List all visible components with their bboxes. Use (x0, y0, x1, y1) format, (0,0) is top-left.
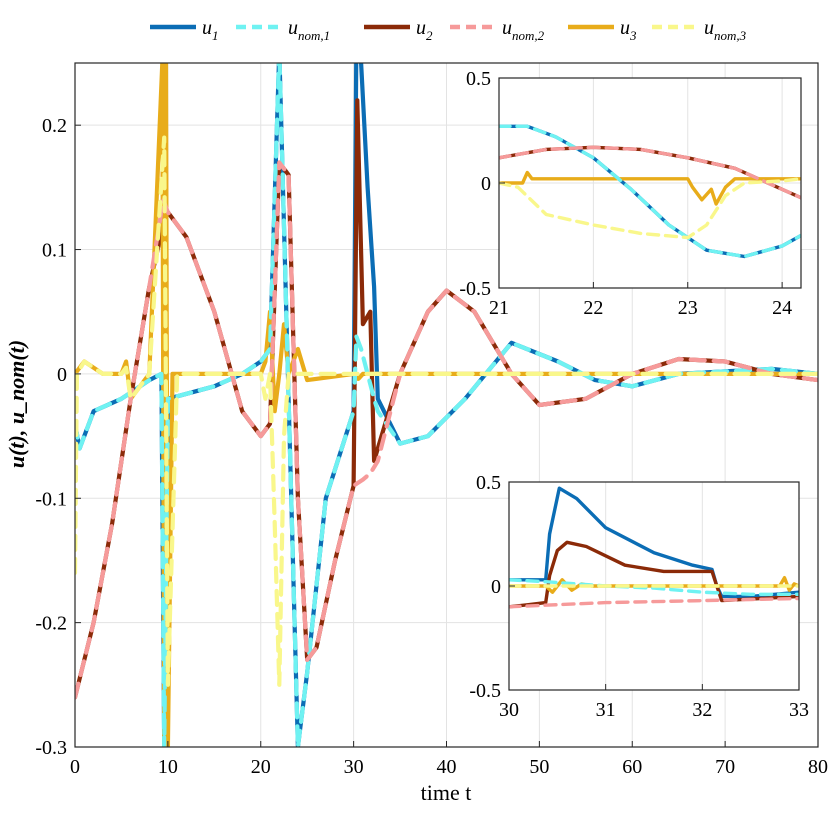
inset-bottom-ytick-label: -0.5 (469, 680, 501, 702)
main-xtick-label: 10 (158, 756, 178, 778)
legend-item-u3: u3 (568, 17, 637, 43)
legend-label-u1: u1 (202, 17, 219, 43)
main-series-unom2 (75, 160, 818, 700)
main-series (75, 63, 818, 747)
inset-bottom-series (509, 486, 799, 609)
inset-plot-bottom: 30 31 32 33 -0.5 0 0.5 (469, 472, 809, 721)
inset-top-ytick-label: 0.5 (466, 68, 491, 90)
main-xtick-label: 80 (808, 756, 828, 778)
main-ytick-label: 0.2 (42, 115, 67, 137)
main-xtick-label: 30 (344, 756, 364, 778)
legend-label-main: u (416, 17, 426, 39)
legend-label-u3: u3 (620, 17, 637, 43)
legend-item-unom1: unom,1 (236, 17, 330, 43)
main-ticks: 0 10 20 30 40 50 60 70 80 -0.3 -0.2 -0.1 0 0.1 0.2 (35, 115, 828, 778)
inset-top-series-unom3 (499, 177, 801, 240)
main-xtick-label: 60 (622, 756, 642, 778)
legend-label-u2: u2 (416, 17, 433, 43)
inset-top-ytick-label: 0 (481, 173, 491, 195)
y-axis-label: u(t), u_nom(t) (4, 340, 29, 468)
legend-label-main: u (620, 17, 630, 39)
inset-top-series-unom1 (499, 124, 801, 259)
inset-bottom-series-unom1 (509, 578, 799, 596)
legend-label-unom1: unom,1 (288, 17, 330, 43)
main-ytick-label: 0 (57, 364, 67, 386)
inset-top-series-u3 (499, 170, 801, 206)
inset-top-ticks: 21 22 23 24 -0.5 0 0.5 (459, 68, 792, 319)
main-series-unom3 (75, 135, 818, 687)
inset-top-xtick-label: 21 (489, 297, 509, 319)
inset-top-series (499, 124, 801, 259)
legend-label-main: u (704, 17, 714, 39)
main-xtick-label: 20 (251, 756, 271, 778)
main-ytick-label: -0.1 (35, 488, 67, 510)
legend-label-unom2: unom,2 (502, 17, 545, 43)
x-axis-label-text: time t (421, 780, 472, 805)
y-axis-label-text: u(t), u_nom(t) (4, 340, 29, 468)
inset-plot-top: 21 22 23 24 -0.5 0 0.5 (459, 68, 802, 319)
legend-label-subscript: nom,3 (714, 28, 747, 43)
main-xtick-label: 40 (437, 756, 457, 778)
legend-label-subscript: nom,1 (298, 28, 330, 43)
legend-label-subscript: 3 (629, 28, 637, 43)
inset-bottom-xtick-label: 30 (499, 699, 519, 721)
legend-label-main: u (502, 17, 512, 39)
legend-item-unom2: unom,2 (450, 17, 545, 43)
x-axis-label: time t (421, 780, 472, 805)
inset-top-xtick-label: 23 (678, 297, 698, 319)
main-xtick-label: 0 (70, 756, 80, 778)
inset-top-ytick-label: -0.5 (459, 278, 491, 300)
main-xtick-label: 50 (529, 756, 549, 778)
legend-label-subscript: 1 (212, 28, 219, 43)
legend-label-main: u (288, 17, 298, 39)
inset-top-xtick-label: 22 (583, 297, 603, 319)
inset-bottom-series-u2 (509, 540, 799, 609)
legend-item-u2: u2 (364, 17, 433, 43)
legend-label-unom3: unom,3 (704, 17, 747, 43)
main-xtick-label: 70 (715, 756, 735, 778)
legend-label-main: u (202, 17, 212, 39)
inset-bottom-xtick-label: 31 (596, 699, 616, 721)
inset-bottom-ytick-label: 0.5 (476, 472, 501, 494)
inset-bottom-xtick-label: 32 (692, 699, 712, 721)
inset-bottom-ytick-label: 0 (491, 576, 501, 598)
legend: u1 unom,1 u2 unom,2 u3 unom,3 (150, 17, 747, 43)
inset-bottom-ticks: 30 31 32 33 -0.5 0 0.5 (469, 472, 809, 721)
inset-bottom-series-unom2 (509, 596, 799, 609)
legend-label-subscript: nom,2 (512, 28, 545, 43)
main-ytick-label: -0.2 (35, 613, 67, 635)
main-ytick-label: -0.3 (35, 737, 67, 759)
inset-bottom-xtick-label: 33 (789, 699, 809, 721)
legend-label-subscript: 2 (426, 28, 433, 43)
legend-item-unom3: unom,3 (652, 17, 747, 43)
legend-item-u1: u1 (150, 17, 219, 43)
main-series-unom1 (75, 63, 818, 747)
inset-top-series-unom2 (499, 145, 801, 200)
inset-top-xtick-label: 24 (772, 297, 792, 319)
main-ytick-label: 0.1 (42, 240, 67, 262)
